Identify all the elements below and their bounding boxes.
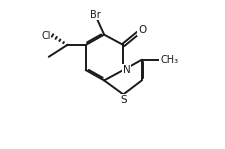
Text: S: S: [119, 95, 126, 105]
Text: Cl: Cl: [41, 31, 50, 41]
Text: O: O: [137, 25, 146, 35]
Text: CH₃: CH₃: [160, 55, 178, 65]
Text: Br: Br: [90, 10, 100, 20]
Text: N: N: [122, 65, 130, 75]
